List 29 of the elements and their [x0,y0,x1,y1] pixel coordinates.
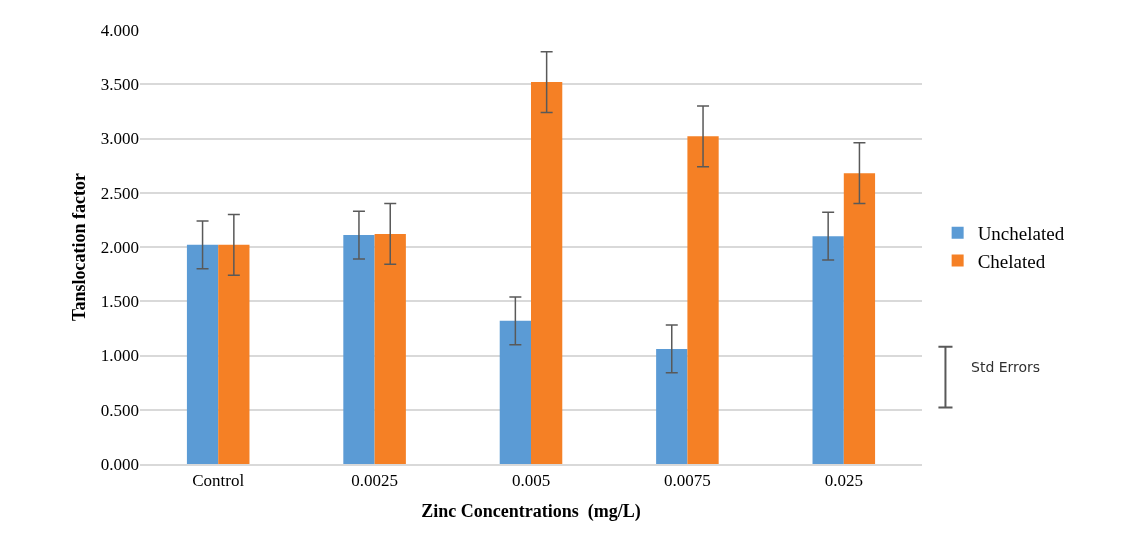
bar [218,244,250,464]
text: Std Errors [971,359,1041,375]
y-tick-label: 1.000 [100,346,139,366]
bar [531,82,563,464]
y-tick-label: 1.500 [100,292,139,312]
bar [343,235,375,464]
bar [843,173,876,464]
bar [687,136,719,464]
x-tick-label: 0.0025 [351,471,398,491]
y-tick-label: 3.000 [100,129,139,149]
y-tick-label: 0.500 [100,400,139,420]
y-tick-label: 2.000 [100,237,139,257]
bar [374,233,406,464]
x-tick-label: 0.0075 [664,471,711,491]
bar [186,244,219,464]
x-axis-title: Zinc Concentrations (mg/L) [421,501,641,522]
y-tick-label: 0.000 [100,454,139,474]
bar [499,320,531,464]
y-tick-label: 4.000 [100,20,139,40]
bar [812,236,844,464]
x-tick-label: 0.005 [511,471,551,491]
legend-label: Unchelated [977,223,1065,245]
x-tick-label: 0.025 [824,471,863,491]
y-axis-title: Tanslocation factor [68,173,89,321]
x-tick-label: Control [192,471,245,491]
legend-label: Chelated [977,250,1046,272]
y-tick-label: 3.500 [100,75,139,95]
bar [656,348,688,464]
y-tick-label: 2.500 [100,183,139,203]
